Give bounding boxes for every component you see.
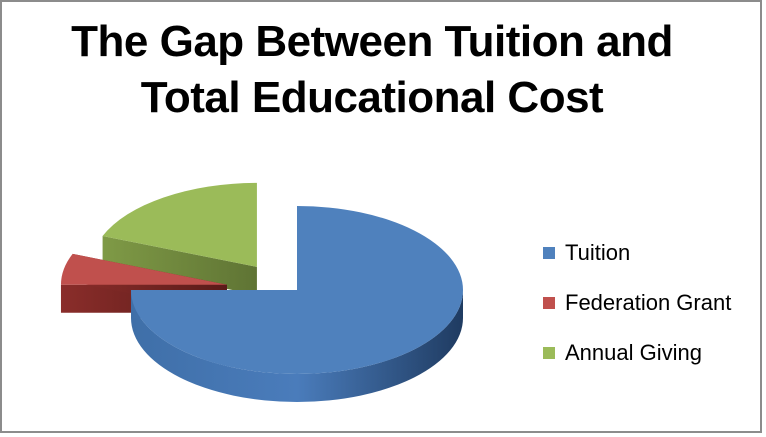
legend-item-federation-grant: Federation Grant xyxy=(543,278,731,328)
legend-label-tuition: Tuition xyxy=(565,240,631,265)
pie-slice-annual-giving xyxy=(102,182,257,295)
chart-title-line-1: The Gap Between Tuition and xyxy=(71,17,673,66)
pie-slice-tuition xyxy=(131,206,463,402)
chart-legend: Tuition Federation Grant Annual Giving xyxy=(543,228,731,378)
legend-swatch-annual-giving xyxy=(543,347,555,359)
legend-label-federation-grant: Federation Grant xyxy=(565,290,732,315)
legend-item-tuition: Tuition xyxy=(543,228,731,278)
legend-item-annual-giving: Annual Giving xyxy=(543,328,731,378)
chart-title: The Gap Between Tuition and Total Educat… xyxy=(22,14,722,126)
legend-swatch-tuition xyxy=(543,247,555,259)
legend-label-annual-giving: Annual Giving xyxy=(565,340,702,365)
legend-swatch-federation-grant xyxy=(543,297,555,309)
chart-title-line-2: Total Educational Cost xyxy=(140,73,604,122)
